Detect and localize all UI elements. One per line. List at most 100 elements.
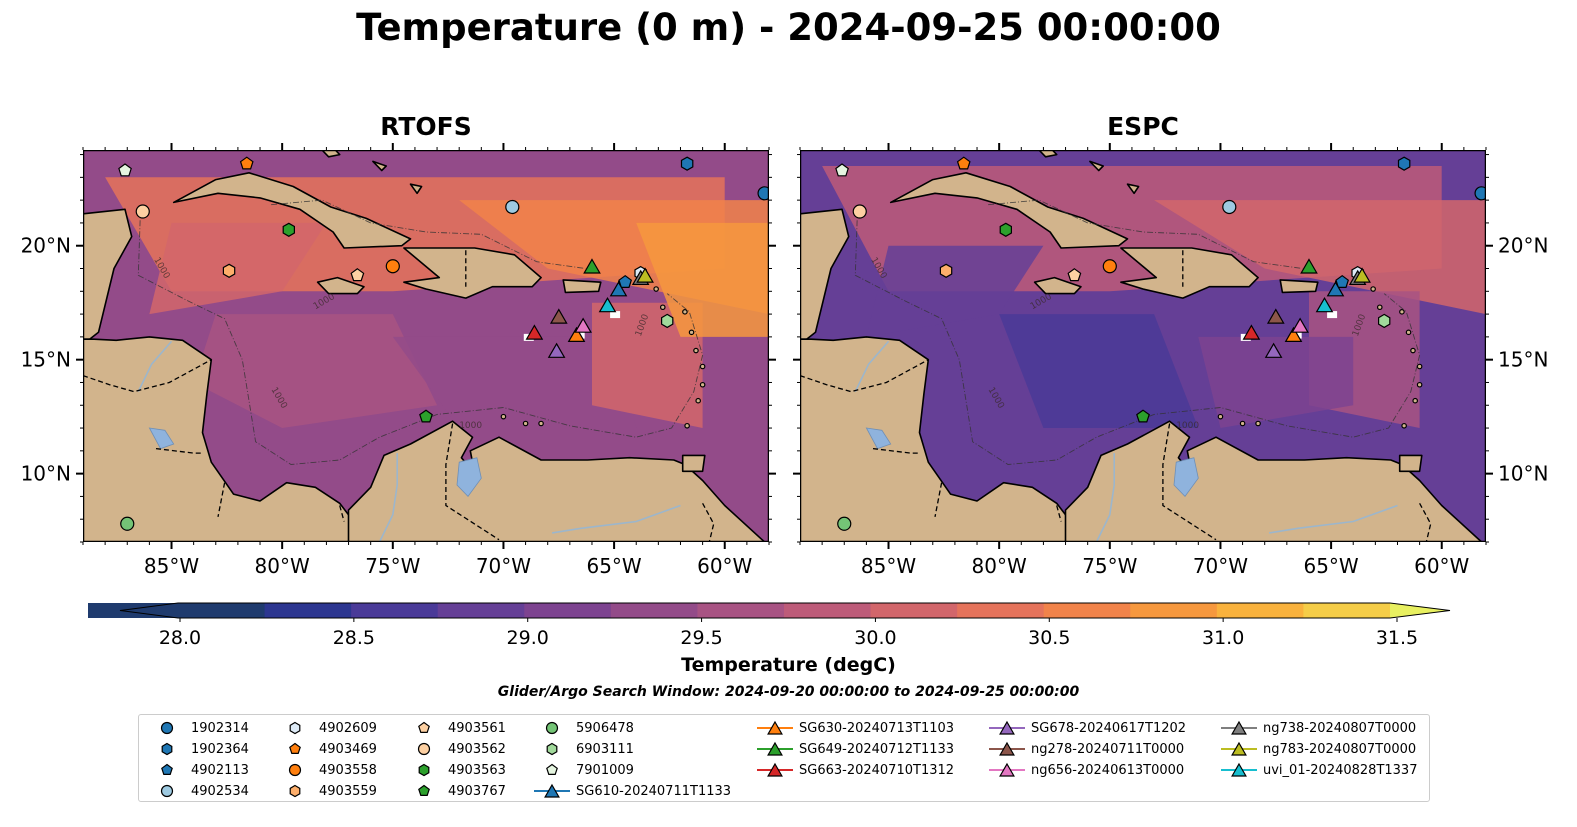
legend-argo-5906478: 5906478 (532, 718, 634, 738)
argo-float-5906478 (837, 516, 852, 531)
glider-SG630-20240713T1103 (1284, 326, 1303, 342)
argo-float-4903558 (385, 259, 400, 274)
legend-argo-4903561: 4903561 (404, 718, 506, 738)
legend-argo-6903111: 6903111 (532, 739, 634, 759)
colorbar-bin (1043, 603, 1131, 618)
glider-SG678-20240617T1202 (547, 342, 566, 358)
glider-ng656-20240613T0000 (574, 317, 592, 333)
legend-label: 4903562 (448, 741, 506, 757)
glider-ng783-20240807T0000 (636, 267, 654, 283)
argo-float-4903562 (852, 204, 867, 219)
legend-marker (757, 762, 793, 777)
legend-label: 4902113 (191, 762, 249, 778)
argo-float-4903563 (282, 222, 295, 237)
legend-marker (161, 742, 173, 756)
search-window-caption: Glider/Argo Search Window: 2024-09-20 00… (497, 684, 1080, 700)
x-tick-label: 85°W (861, 554, 916, 578)
argo-float-4902113 (1335, 274, 1350, 288)
legend-marker (546, 742, 558, 756)
legend-label: 4903563 (448, 762, 506, 778)
argo-float-4903767 (1136, 409, 1150, 423)
legend-label: 1902364 (191, 741, 249, 757)
legend-label: 4903559 (319, 783, 377, 799)
colorbar-bin (88, 603, 266, 618)
x-tick-label: 65°W (1303, 554, 1358, 578)
legend-marker (989, 741, 1025, 756)
argo-float-1902364 (680, 156, 694, 171)
colorbar-bin (264, 603, 352, 618)
glider-SG630-20240713T1103 (567, 326, 586, 342)
legend-label: SG649-20240712T1133 (799, 741, 955, 757)
glider-SG663-20240710T1312 (525, 324, 544, 340)
legend-label: ng278-20240711T0000 (1031, 741, 1185, 757)
colorbar-tick-label: 30.5 (1028, 627, 1070, 649)
argo-float-4902113 (618, 274, 633, 288)
colorbar-bin (437, 603, 525, 618)
argo-float-4903563 (999, 222, 1012, 237)
colorbar-bin (784, 603, 872, 618)
legend-argo-4903767: 4903767 (404, 781, 506, 801)
x-tick-label: 85°W (144, 554, 199, 578)
argo-float-5906478 (120, 516, 135, 531)
glider-SG649-20240712T1133 (1300, 258, 1318, 274)
colorbar-bin (1216, 603, 1305, 618)
legend-marker (757, 741, 793, 756)
y-tick-label: 10°N (1498, 462, 1548, 486)
legend-label: uvi_01-20240828T1337 (1263, 762, 1418, 778)
glider-uvi_01-20240828T1337 (598, 297, 617, 313)
legend-label: ng783-20240807T0000 (1263, 741, 1417, 757)
legend-label: SG678-20240617T1202 (1031, 720, 1187, 736)
x-tick-label: 75°W (365, 554, 420, 578)
glider-ng783-20240807T0000 (1353, 267, 1371, 283)
legend-marker (989, 720, 1025, 735)
argo-float-7901009 (118, 163, 132, 177)
colorbar-extend-max (1390, 603, 1450, 618)
legend: 1902314 1902364 4902113 4902534 4902609 49034… (138, 714, 1430, 802)
legend-glider-SG610-20240711T1133: SG610-20240711T1133 (532, 781, 731, 801)
argo-float-7901009 (835, 163, 849, 177)
legend-label: 4903558 (319, 762, 377, 778)
legend-argo-4903563: 4903563 (404, 760, 506, 780)
colorbar-bin (610, 603, 699, 618)
glider-ng656-20240613T0000 (1291, 317, 1309, 333)
legend-label: 7901009 (576, 762, 634, 778)
legend-argo-4902534: 4902534 (147, 781, 249, 801)
colorbar-tick-label: 29.0 (507, 627, 549, 649)
legend-marker (534, 783, 570, 798)
legend-argo-1902364: 1902364 (147, 739, 249, 759)
legend-label: 4903767 (448, 783, 506, 799)
colorbar-bin (524, 603, 612, 618)
legend-label: 4903561 (448, 720, 506, 736)
legend-marker (161, 763, 173, 775)
legend-label: ng738-20240807T0000 (1263, 720, 1417, 736)
legend-argo-4902113: 4902113 (147, 760, 249, 780)
legend-marker (160, 784, 174, 798)
legend-marker (1221, 741, 1257, 756)
x-tick-label: 60°W (697, 554, 752, 578)
argo-float-4903767 (419, 409, 433, 423)
y-tick-label: 15°N (1498, 348, 1548, 372)
legend-argo-7901009: 7901009 (532, 760, 634, 780)
colorbar-bin (957, 603, 1045, 618)
legend-label: SG663-20240710T1312 (799, 762, 955, 778)
glider-SG678-20240617T1202 (1264, 342, 1283, 358)
legend-glider-ng783-20240807T0000: ng783-20240807T0000 (1219, 739, 1416, 759)
legend-marker (160, 721, 174, 735)
glider-SG649-20240712T1133 (583, 258, 601, 274)
colorbar-bin (697, 603, 785, 618)
panel-title-rtofs: RTOFS (380, 112, 472, 141)
colorbar-tick-label: 28.5 (333, 627, 375, 649)
legend-marker (417, 742, 431, 756)
colorbar-tick-label: 31.0 (1202, 627, 1244, 649)
y-tick-label: 15°N (21, 348, 71, 372)
argo-float-4903561 (350, 268, 365, 282)
glider-SG610-20240711T1133 (1326, 281, 1345, 297)
legend-glider-SG663-20240710T1312: SG663-20240710T1312 (755, 760, 954, 780)
legend-label: 6903111 (576, 741, 634, 757)
legend-glider-ng656-20240613T0000: ng656-20240613T0000 (987, 760, 1184, 780)
y-tick-label: 10°N (21, 462, 71, 486)
x-tick-label: 70°W (476, 554, 531, 578)
legend-label: 4903469 (319, 741, 377, 757)
colorbar-bin (870, 603, 958, 618)
